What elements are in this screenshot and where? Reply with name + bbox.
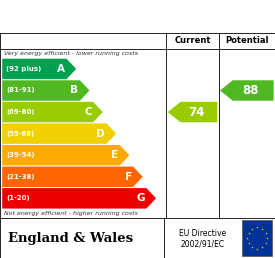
FancyBboxPatch shape bbox=[242, 220, 272, 256]
Text: F: F bbox=[125, 172, 132, 182]
Text: Very energy efficient - lower running costs: Very energy efficient - lower running co… bbox=[4, 51, 137, 56]
Text: England & Wales: England & Wales bbox=[8, 231, 133, 245]
Text: (1-20): (1-20) bbox=[6, 195, 30, 201]
Text: D: D bbox=[97, 129, 105, 139]
Text: A: A bbox=[57, 64, 65, 74]
Text: 2002/91/EC: 2002/91/EC bbox=[180, 239, 224, 248]
Text: 88: 88 bbox=[242, 84, 259, 97]
Text: Not energy efficient - higher running costs: Not energy efficient - higher running co… bbox=[4, 211, 137, 216]
Polygon shape bbox=[168, 102, 217, 122]
Text: G: G bbox=[136, 193, 145, 203]
Text: (21-38): (21-38) bbox=[6, 174, 35, 180]
Text: Current: Current bbox=[174, 36, 211, 45]
Text: EU Directive: EU Directive bbox=[178, 229, 226, 238]
Text: (81-91): (81-91) bbox=[6, 87, 35, 93]
Polygon shape bbox=[2, 145, 130, 165]
Polygon shape bbox=[2, 123, 116, 144]
Polygon shape bbox=[220, 80, 274, 101]
Polygon shape bbox=[2, 59, 76, 79]
Polygon shape bbox=[2, 102, 103, 122]
Polygon shape bbox=[2, 166, 143, 187]
Text: B: B bbox=[70, 85, 78, 95]
Text: (92 plus): (92 plus) bbox=[6, 66, 42, 72]
Text: 74: 74 bbox=[188, 106, 205, 119]
Text: Potential: Potential bbox=[225, 36, 269, 45]
Text: (69-80): (69-80) bbox=[6, 109, 35, 115]
Text: C: C bbox=[84, 107, 92, 117]
Polygon shape bbox=[2, 80, 89, 101]
Polygon shape bbox=[2, 188, 156, 208]
Text: (55-68): (55-68) bbox=[6, 131, 35, 137]
Text: E: E bbox=[111, 150, 119, 160]
Text: Energy Efficiency Rating: Energy Efficiency Rating bbox=[8, 10, 192, 23]
Text: (39-54): (39-54) bbox=[6, 152, 35, 158]
